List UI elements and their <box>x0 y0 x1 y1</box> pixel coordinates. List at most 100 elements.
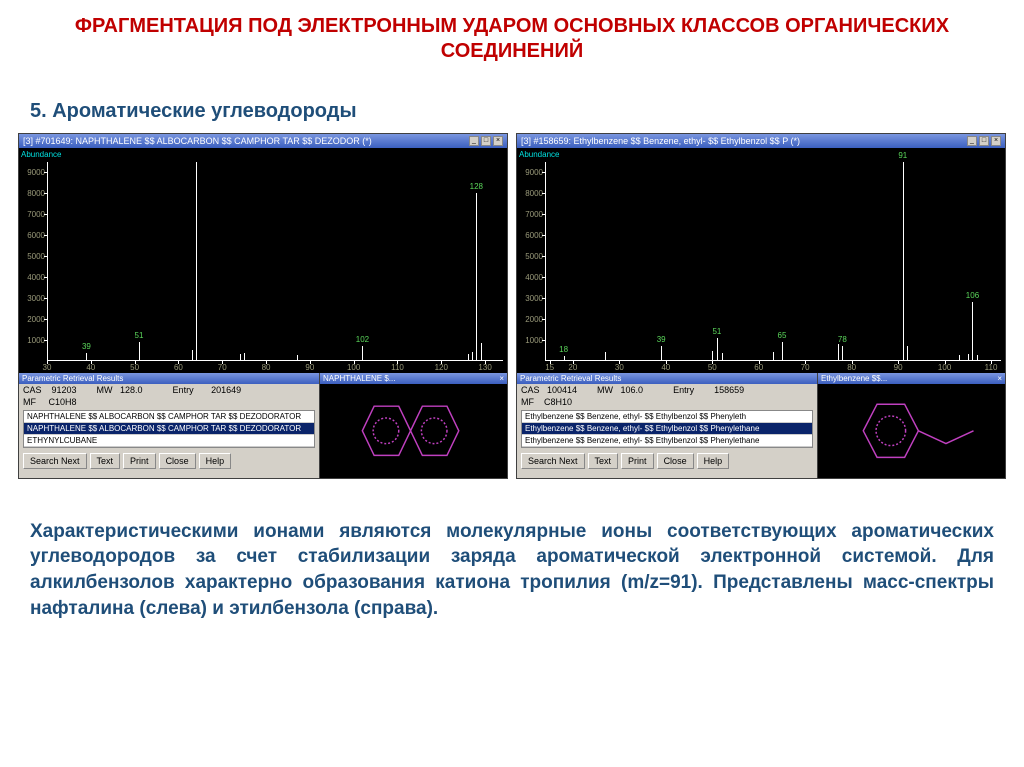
spectrum-peak <box>192 350 193 361</box>
panel-lower: Parametric Retrieval Results CAS 91203 M… <box>19 373 507 478</box>
x-tick: 60 <box>174 363 183 372</box>
text-button[interactable]: Text <box>588 453 619 469</box>
peak-label: 102 <box>356 335 369 344</box>
peak-label: 91 <box>898 151 907 160</box>
close-button[interactable]: Close <box>657 453 694 469</box>
x-tick: 80 <box>262 363 271 372</box>
spectrum-peak <box>661 346 662 361</box>
spectrum-peak <box>86 353 87 361</box>
peak-label: 65 <box>778 331 787 340</box>
result-list-item[interactable]: NAPHTHALENE $$ ALBOCARBON $$ CAMPHOR TAR… <box>24 423 314 435</box>
spectrum-peak <box>244 353 245 361</box>
peak-label: 39 <box>657 335 666 344</box>
x-tick: 130 <box>478 363 491 372</box>
y-axis-label: Abundance <box>21 150 61 159</box>
spectrum-peak <box>712 351 713 361</box>
result-list-item[interactable]: Azulene $$ Bicyclo[5.3.0]decapentaene $$… <box>24 447 314 448</box>
x-tick: 90 <box>305 363 314 372</box>
y-tick: 7000 <box>521 210 543 219</box>
spectrum-peak <box>139 342 140 361</box>
maximize-icon[interactable]: □ <box>481 136 491 146</box>
spectrum-peak <box>362 346 363 361</box>
peak-label: 106 <box>966 291 979 300</box>
structure-title: NAPHTHALENE $... <box>323 374 395 383</box>
x-tick: 120 <box>435 363 448 372</box>
y-tick: 6000 <box>23 231 45 240</box>
result-list-item[interactable]: Ethylbenzene $$ Benzene, ethyl- $$ Ethyl… <box>522 411 812 423</box>
info-row: MF C8H10 <box>517 396 817 408</box>
peak-label: 51 <box>135 331 144 340</box>
x-tick: 110 <box>985 363 998 372</box>
x-tick: 30 <box>615 363 624 372</box>
spectrum-peak <box>240 354 241 361</box>
spectrum-peak <box>959 355 960 361</box>
x-tick: 90 <box>894 363 903 372</box>
spectrum-peak <box>564 356 565 361</box>
retrieval-info: Parametric Retrieval Results CAS 91203 M… <box>19 373 319 478</box>
spectrum-peak <box>903 162 904 361</box>
spectrum-peak <box>722 353 723 361</box>
x-tick: 50 <box>708 363 717 372</box>
close-icon[interactable]: × <box>493 136 503 146</box>
close-icon[interactable]: × <box>991 136 1001 146</box>
window-title: [3] #701649: NAPHTHALENE $$ ALBOCARBON $… <box>23 136 372 146</box>
retrieval-info: Parametric Retrieval Results CAS 100414 … <box>517 373 817 478</box>
structure-view: NAPHTHALENE $... × <box>319 373 507 478</box>
panel-lower: Parametric Retrieval Results CAS 100414 … <box>517 373 1005 478</box>
y-tick: 2000 <box>521 315 543 324</box>
spectrum-peak <box>968 354 969 361</box>
close-icon[interactable]: × <box>997 374 1002 383</box>
result-list-item[interactable]: Ethylbenzene $$ Benzene, ethyl- $$ Ethyl… <box>522 435 812 447</box>
result-list[interactable]: NAPHTHALENE $$ ALBOCARBON $$ CAMPHOR TAR… <box>23 410 315 448</box>
close-button[interactable]: Close <box>159 453 196 469</box>
peak-label: 51 <box>712 327 721 336</box>
y-tick: 1000 <box>521 336 543 345</box>
peak-label: 128 <box>470 182 483 191</box>
y-tick: 8000 <box>23 189 45 198</box>
info-row: MF C10H8 <box>19 396 319 408</box>
y-tick: 1000 <box>23 336 45 345</box>
spectrum-peak <box>476 193 477 361</box>
help-button[interactable]: Help <box>199 453 232 469</box>
section-subtitle: 5. Ароматические углеводороды <box>0 70 1024 133</box>
help-button[interactable]: Help <box>697 453 730 469</box>
x-tick: 70 <box>218 363 227 372</box>
spectrum-peak <box>972 302 973 361</box>
info-titlebar: Parametric Retrieval Results <box>19 373 319 384</box>
y-tick: 7000 <box>23 210 45 219</box>
y-tick: 5000 <box>521 252 543 261</box>
y-tick: 3000 <box>23 294 45 303</box>
print-button[interactable]: Print <box>123 453 156 469</box>
mass-spectrum: Abundance 100020003000400050006000700080… <box>19 148 507 373</box>
peak-label: 39 <box>82 342 91 351</box>
search-next-button[interactable]: Search Next <box>23 453 87 469</box>
spectrum-peak <box>773 352 774 361</box>
x-tick: 50 <box>130 363 139 372</box>
print-button[interactable]: Print <box>621 453 654 469</box>
y-tick: 4000 <box>23 273 45 282</box>
result-list-item[interactable]: Ethylbenzene $$ Benzene, ethyl- $$ Ethyl… <box>522 447 812 448</box>
spectrum-peak <box>472 352 473 361</box>
page-title: ФРАГМЕНТАЦИЯ ПОД ЭЛЕКТРОННЫМ УДАРОМ ОСНО… <box>0 0 1024 70</box>
maximize-icon[interactable]: □ <box>979 136 989 146</box>
result-list-item[interactable]: Ethylbenzene $$ Benzene, ethyl- $$ Ethyl… <box>522 423 812 435</box>
result-list[interactable]: Ethylbenzene $$ Benzene, ethyl- $$ Ethyl… <box>521 410 813 448</box>
spectrum-peak <box>977 355 978 361</box>
x-tick: 80 <box>847 363 856 372</box>
result-list-item[interactable]: NAPHTHALENE $$ ALBOCARBON $$ CAMPHOR TAR… <box>24 411 314 423</box>
search-next-button[interactable]: Search Next <box>521 453 585 469</box>
x-tick: 40 <box>86 363 95 372</box>
result-list-item[interactable]: ETHYNYLCUBANE <box>24 435 314 447</box>
peak-label: 78 <box>838 335 847 344</box>
text-button[interactable]: Text <box>90 453 121 469</box>
y-tick: 2000 <box>23 315 45 324</box>
minimize-icon[interactable]: _ <box>967 136 977 146</box>
spectrum-peak <box>907 346 908 361</box>
spectrum-panels: [3] #701649: NAPHTHALENE $$ ALBOCARBON $… <box>0 133 1024 479</box>
window-title: [3] #158659: Ethylbenzene $$ Benzene, et… <box>521 136 800 146</box>
minimize-icon[interactable]: _ <box>469 136 479 146</box>
y-tick: 9000 <box>23 168 45 177</box>
close-icon[interactable]: × <box>499 374 504 383</box>
spectrum-peak <box>782 342 783 361</box>
spectrum-peak <box>468 354 469 361</box>
